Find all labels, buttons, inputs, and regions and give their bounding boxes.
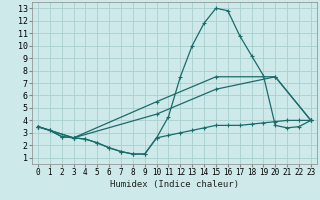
X-axis label: Humidex (Indice chaleur): Humidex (Indice chaleur) bbox=[110, 180, 239, 189]
